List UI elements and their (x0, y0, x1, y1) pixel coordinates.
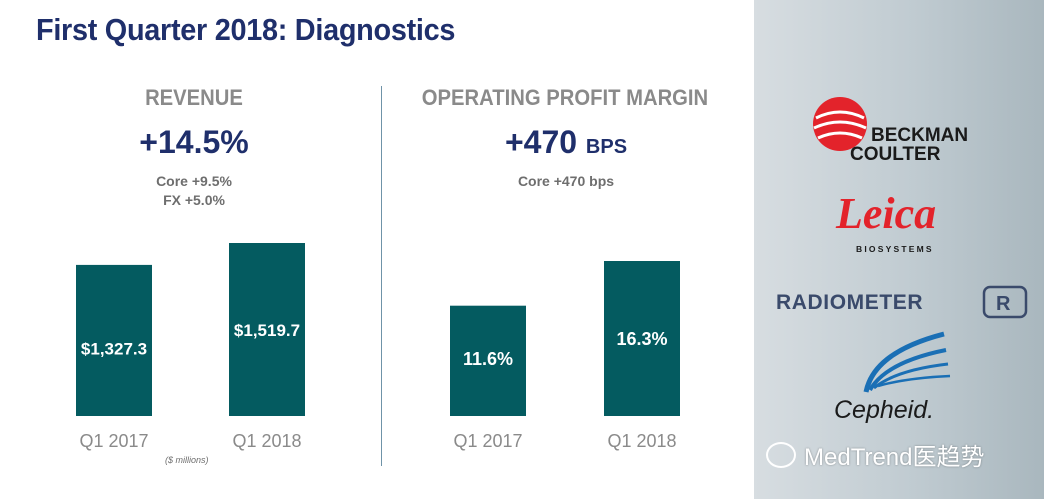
svg-text:R: R (996, 293, 1011, 315)
watermark-text: MedTrend医趋势 (804, 444, 985, 471)
bar-charts: $1,327.3 Q1 2017 $1,519.7 Q1 2018 11.6% Q1 20… (76, 243, 680, 451)
wechat-icon (766, 441, 796, 468)
margin-heading: OPERATING PROFIT MARGIN (421, 85, 709, 110)
beckman-sphere-icon (813, 97, 867, 151)
revenue-fx: FX +5.0% (163, 192, 225, 208)
margin-bar-label-2: 16.3% (616, 329, 667, 349)
logos: BECKMAN COULTER Leica BIOSYSTEMS RADIOME… (776, 97, 1028, 424)
cepheid-swoosh-icon (863, 331, 945, 393)
revenue-core: Core +9.5% (156, 173, 232, 189)
radiometer-r-icon (982, 285, 1028, 319)
revenue-category-label-1: Q1 2017 (79, 431, 148, 451)
page-title: First Quarter 2018: Diagnostics (36, 12, 456, 47)
margin-headline-value: +470 (504, 124, 578, 160)
revenue-bar-label-2: $1,519.7 (234, 321, 300, 340)
revenue-details: Core +9.5% FX +5.0% (94, 172, 294, 210)
beckman-coulter-logo: BECKMAN COULTER (813, 97, 968, 165)
margin-core: Core +470 bps (517, 173, 615, 189)
brand-sidebar: BECKMAN COULTER Leica BIOSYSTEMS RADIOME… (754, 0, 1044, 499)
revenue-headline: +14.5% (139, 124, 249, 160)
leica-text: Leica (835, 189, 936, 238)
margin-details: Core +470 bps (466, 172, 666, 191)
leica-biosystems-logo: Leica BIOSYSTEMS (835, 189, 936, 254)
revenue-category-label-2: Q1 2018 (232, 431, 301, 451)
beckman-text: BECKMAN (871, 125, 968, 146)
panel-divider (381, 86, 382, 466)
margin-category-label-1: Q1 2017 (453, 431, 522, 451)
margin-bar-1 (450, 305, 526, 416)
coulter-text: COULTER (850, 144, 941, 165)
revenue-bar-label-1: $1,327.3 (81, 339, 147, 358)
biosystems-text: BIOSYSTEMS (856, 244, 934, 254)
margin-category-label-2: Q1 2018 (607, 431, 676, 451)
margin-bar-2 (604, 261, 680, 416)
cepheid-text: Cepheid. (834, 396, 934, 424)
cepheid-logo: Cepheid. (834, 331, 951, 424)
revenue-bar-2 (229, 243, 305, 416)
revenue-bar-1 (76, 264, 152, 416)
revenue-heading: REVENUE (145, 85, 243, 110)
radiometer-text: RADIOMETER (776, 291, 923, 314)
radiometer-logo: RADIOMETER R (776, 285, 1028, 319)
margin-headline-unit: BPS (585, 136, 628, 158)
units-note: ($ millions) (165, 455, 209, 465)
margin-bar-label-1: 11.6% (463, 349, 513, 369)
watermark: MedTrend医趋势 (766, 437, 985, 472)
margin-headline: +470 BPS (466, 124, 666, 161)
